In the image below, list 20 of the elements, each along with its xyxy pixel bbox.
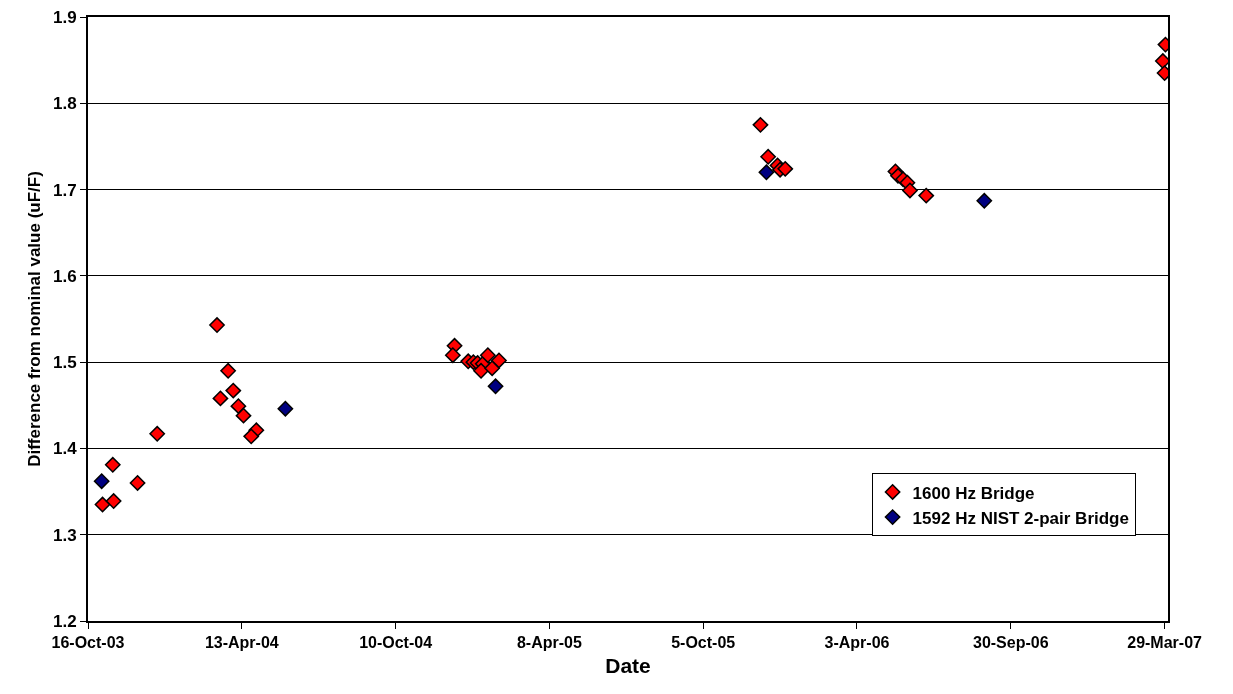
x-tick-label: 10-Oct-04 — [359, 634, 433, 652]
y-tick-label: 1.7 — [52, 180, 77, 200]
x-tick-label: 30-Sep-06 — [972, 634, 1049, 652]
x-tick-label: 29-Mar-07 — [1127, 634, 1203, 652]
legend-label: 1592 Hz NIST 2-pair Bridge — [912, 508, 1129, 528]
y-tick-label: 1.2 — [52, 611, 77, 631]
y-tick-label: 1.9 — [52, 7, 77, 27]
x-tick-label: 8-Apr-05 — [516, 634, 582, 652]
x-axis-title: Date — [605, 653, 651, 677]
x-tick-label: 5-Oct-05 — [671, 634, 736, 652]
x-tick-label: 3-Apr-06 — [824, 634, 890, 652]
y-tick-label: 1.4 — [52, 439, 78, 459]
x-tick-label: 13-Apr-04 — [204, 634, 279, 652]
legend-label: 1600 Hz Bridge — [912, 483, 1035, 503]
y-tick-label: 1.6 — [52, 266, 77, 286]
x-tick-label: 16-Oct-03 — [51, 634, 125, 652]
y-tick-label: 1.8 — [52, 94, 77, 114]
y-tick-label: 1.5 — [52, 353, 77, 373]
y-axis-title: Difference from nominal value (uF/F) — [25, 171, 45, 467]
y-tick-label: 1.3 — [52, 525, 77, 545]
